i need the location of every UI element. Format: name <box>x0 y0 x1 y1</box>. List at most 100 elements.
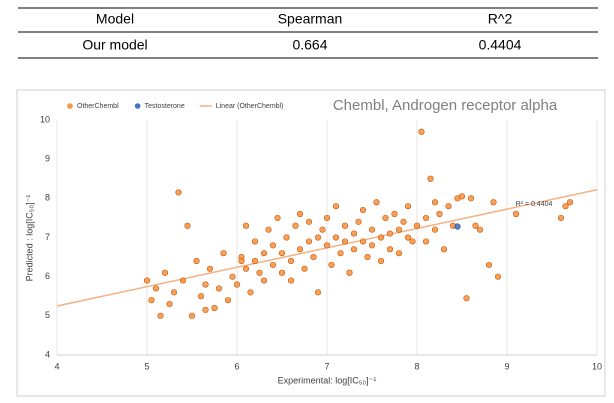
y-tick-label: 8 <box>45 193 50 203</box>
chart-frame <box>16 89 606 397</box>
legend-marker <box>67 103 73 109</box>
point <box>256 269 263 276</box>
legend-label: OtherChembl <box>77 103 119 110</box>
y-tick-label: 7 <box>45 232 50 242</box>
point <box>319 226 326 233</box>
table-header: Spearman <box>278 11 343 27</box>
legend-label: Testosterone <box>145 103 185 110</box>
point <box>463 295 470 302</box>
point <box>278 250 286 257</box>
point <box>467 195 475 202</box>
point <box>395 250 403 257</box>
table-cell: 0.664 <box>292 37 327 53</box>
point <box>292 222 299 229</box>
point <box>229 273 236 280</box>
chart-title: Chembl, Androgen receptor alpha <box>333 97 558 114</box>
point <box>395 226 403 233</box>
point <box>445 203 452 210</box>
point <box>188 312 196 319</box>
point <box>152 285 160 292</box>
point <box>305 218 313 225</box>
point <box>260 277 268 284</box>
table-header: R^2 <box>488 11 513 27</box>
point <box>368 226 376 233</box>
point <box>472 222 479 229</box>
point <box>274 214 281 222</box>
point <box>170 289 178 296</box>
point <box>220 250 227 257</box>
x-tick-label: 10 <box>592 361 602 371</box>
point <box>409 238 416 245</box>
y-tick-label: 4 <box>45 349 50 359</box>
y-axis-label: Predicted : log[IC₅₀]⁻¹ <box>24 195 34 282</box>
point <box>242 265 250 272</box>
point <box>305 238 313 245</box>
point <box>440 246 448 253</box>
y-tick-label: 9 <box>45 154 50 164</box>
point <box>251 257 259 265</box>
x-tick-label: 4 <box>54 361 59 371</box>
point <box>301 265 308 272</box>
point <box>413 222 421 229</box>
point <box>386 246 394 253</box>
x-tick-label: 8 <box>414 361 419 371</box>
point <box>386 230 394 237</box>
point <box>202 306 209 314</box>
point <box>328 261 335 269</box>
point <box>350 230 358 237</box>
point <box>206 265 214 272</box>
point <box>157 312 164 319</box>
point <box>251 238 259 245</box>
point <box>175 189 182 196</box>
point <box>377 257 385 265</box>
point <box>184 222 191 229</box>
point <box>557 214 565 222</box>
point <box>224 297 232 304</box>
point <box>458 193 466 200</box>
point <box>431 226 439 233</box>
point <box>377 234 385 241</box>
point <box>350 246 358 253</box>
point <box>332 203 340 210</box>
point <box>233 281 241 288</box>
point <box>562 203 569 210</box>
point <box>287 257 295 265</box>
point <box>269 261 277 269</box>
point <box>323 214 331 222</box>
point <box>211 304 218 312</box>
point <box>269 242 277 249</box>
point <box>238 257 245 265</box>
point <box>355 218 362 225</box>
x-axis-label: Experimental: log[IC₅₀]⁻¹ <box>278 375 377 385</box>
point <box>341 222 349 229</box>
y-tick-label: 6 <box>45 271 50 281</box>
point <box>359 206 367 214</box>
point <box>476 226 484 233</box>
annotation: R² = 0.4404 <box>516 201 553 208</box>
point <box>404 203 412 210</box>
point <box>296 210 304 218</box>
point <box>359 238 367 245</box>
point <box>373 199 380 206</box>
point <box>422 238 430 245</box>
point <box>431 199 439 206</box>
legend-marker <box>134 103 141 109</box>
point <box>179 277 187 284</box>
point <box>242 222 250 229</box>
y-tick-label: 5 <box>45 310 50 320</box>
point <box>323 242 331 249</box>
point <box>566 199 574 206</box>
point <box>337 250 344 257</box>
point <box>364 253 371 261</box>
point <box>143 277 151 284</box>
x-tick-label: 7 <box>324 361 329 371</box>
point <box>148 297 155 304</box>
point <box>436 210 443 218</box>
point <box>512 210 520 218</box>
point <box>215 285 223 292</box>
point <box>166 300 173 308</box>
point <box>283 234 290 241</box>
point <box>368 242 376 249</box>
table-header: Model <box>96 11 134 27</box>
